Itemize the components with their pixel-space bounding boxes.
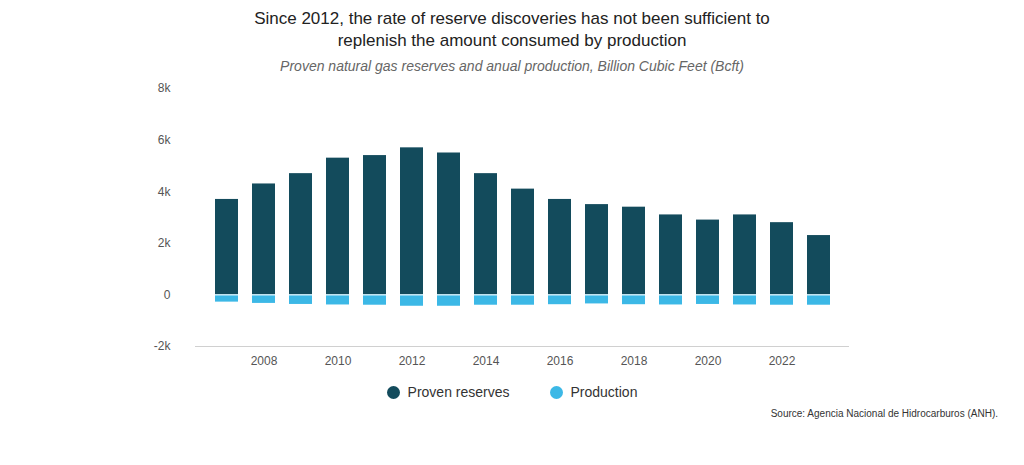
svg-text:2010: 2010 (325, 354, 352, 368)
html-text:Proven reserves: Proven reserves (407, 384, 510, 400)
svg-text:2014: 2014 (473, 354, 500, 368)
svg-text:2020: 2020 (695, 354, 722, 368)
svg-text:4k: 4k (158, 185, 172, 199)
svg-text:2012: 2012 (399, 354, 426, 368)
html-text:Proven natural gas reserves an: Proven natural gas reserves and anual pr… (280, 58, 744, 74)
svg-text:2022: 2022 (769, 354, 796, 368)
svg-text:-2k: -2k (154, 339, 172, 353)
svg-text:8k: 8k (158, 81, 172, 95)
svg-text:2k: 2k (158, 236, 172, 250)
svg-text:0: 0 (164, 288, 171, 302)
html-text:Since 2012, the rate of reserv: Since 2012, the rate of reserve discover… (254, 9, 770, 50)
svg-text:2018: 2018 (621, 354, 648, 368)
html-text:Source: Agencia Nacional de Hi: Source: Agencia Nacional de Hidrocarburo… (770, 408, 998, 419)
html-text:Production: Production (570, 384, 638, 400)
svg-text:2016: 2016 (547, 354, 574, 368)
svg-text:6k: 6k (158, 133, 172, 147)
svg-text:2008: 2008 (251, 354, 278, 368)
